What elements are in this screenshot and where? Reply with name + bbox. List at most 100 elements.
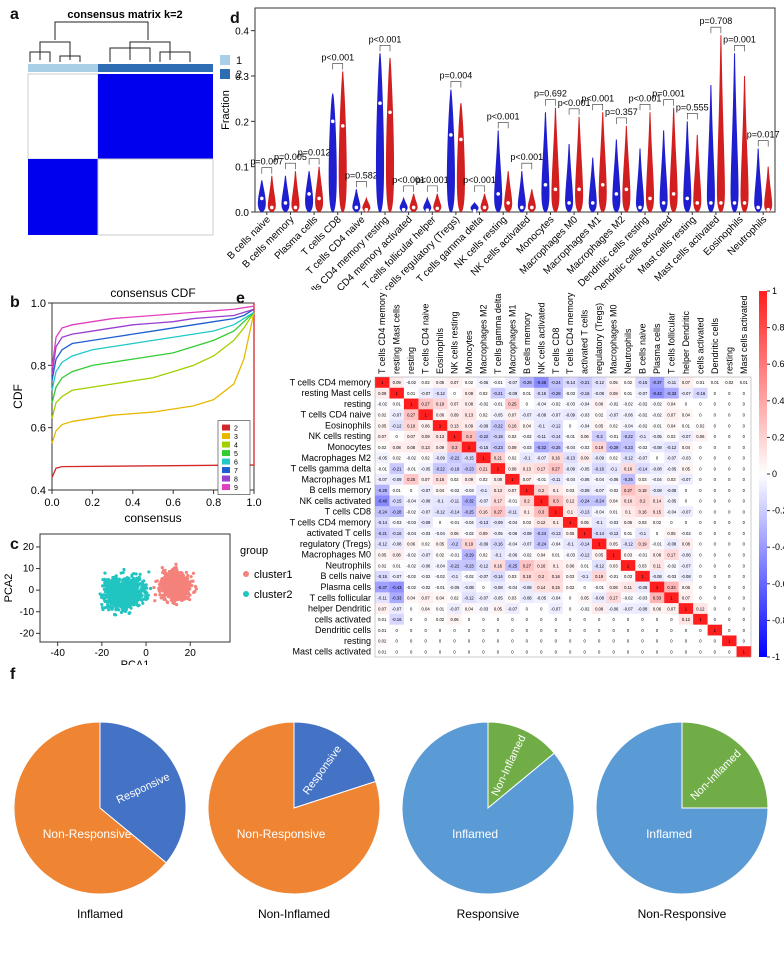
corr-cell-value: 0.11 bbox=[653, 563, 662, 568]
corr-cell-value: 0.06 bbox=[450, 531, 459, 536]
corr-cell-value: -0.15 bbox=[377, 574, 387, 579]
corr-cell bbox=[461, 581, 477, 593]
pca-point-cluster2 bbox=[100, 584, 105, 588]
corr-cell-value: 0 bbox=[685, 402, 688, 407]
violin-blue-median bbox=[496, 192, 500, 196]
pca-point-cluster1 bbox=[186, 573, 190, 578]
corr-cell bbox=[548, 624, 564, 636]
corr-cell-value: -0.06 bbox=[421, 563, 431, 568]
violin-blue bbox=[494, 130, 503, 213]
corr-cell bbox=[606, 452, 622, 464]
cdf-xtick-label: 0.6 bbox=[166, 497, 181, 509]
pca-point-cluster2 bbox=[112, 601, 116, 605]
corr-cell-value: 0 bbox=[424, 639, 427, 644]
pca-ytick-label: 20 bbox=[23, 542, 35, 553]
corr-cell-value: 0 bbox=[482, 585, 485, 590]
violin-red-median bbox=[340, 124, 345, 128]
corr-cell-value: -0.1 bbox=[494, 552, 502, 557]
corr-cell-value: 0.1 bbox=[553, 563, 559, 568]
corr-cell-value: 0 bbox=[728, 456, 731, 461]
corr-cell bbox=[707, 441, 723, 453]
consensus-matrix-title: consensus matrix k=2 bbox=[67, 9, 182, 21]
corr-cell-value: 0.02 bbox=[436, 617, 445, 622]
pca-point-cluster1 bbox=[158, 587, 162, 591]
corr-cell bbox=[490, 430, 506, 442]
pca-point-cluster2 bbox=[117, 601, 121, 605]
corr-cell-value: -0.05 bbox=[537, 596, 547, 601]
corr-cell-value: 0 bbox=[714, 574, 717, 579]
corr-cell-value: 1 bbox=[526, 488, 529, 493]
corr-cell bbox=[432, 581, 448, 593]
corr-cell-value: 0 bbox=[569, 617, 572, 622]
pvalue-label: p=0.357 bbox=[605, 107, 638, 117]
corr-cell-value: -0.02 bbox=[638, 402, 648, 407]
corr-cell-value: 0.01 bbox=[624, 391, 633, 396]
corr-cell-value: -0.02 bbox=[464, 531, 474, 536]
corr-cell bbox=[606, 570, 622, 582]
corr-cell-value: -0.32 bbox=[464, 499, 474, 504]
corr-cell-value: -0.1 bbox=[596, 520, 604, 525]
corr-cell-value: -0.16 bbox=[392, 531, 402, 536]
corr-cell bbox=[635, 538, 650, 550]
violin-red bbox=[291, 171, 300, 213]
pca-point-cluster2 bbox=[124, 580, 128, 584]
corr-cell bbox=[591, 420, 607, 432]
corr-cell bbox=[563, 549, 578, 561]
corr-cell-value: -0.09 bbox=[479, 423, 489, 428]
corr-cell bbox=[736, 463, 752, 475]
corr-cell-value: 0.02 bbox=[479, 391, 488, 396]
pvalue-label: p<0.001 bbox=[369, 34, 402, 44]
cdf-legend-swatch bbox=[222, 475, 230, 482]
corr-cell-value: 0.07 bbox=[682, 596, 691, 601]
pca-point-cluster2 bbox=[125, 575, 129, 580]
corr-cell bbox=[403, 570, 419, 582]
corr-cell-value: 0.03 bbox=[508, 596, 517, 601]
pca-point-cluster1 bbox=[163, 572, 167, 576]
corr-cell-value: 0.18 bbox=[638, 488, 647, 493]
pca-point-cluster2 bbox=[102, 587, 106, 591]
pca-point-cluster2 bbox=[119, 604, 123, 609]
corr-cell-value: 0.16 bbox=[552, 574, 561, 579]
corr-cell-value: 0 bbox=[482, 649, 485, 654]
corr-cell-value: -0.04 bbox=[537, 402, 547, 407]
corr-cell bbox=[591, 517, 607, 528]
corr-cell-value: -0.12 bbox=[623, 456, 633, 461]
corr-cell-value: -0.01 bbox=[508, 499, 518, 504]
corr-cell-value: 0 bbox=[497, 617, 500, 622]
violin-red-median bbox=[766, 207, 770, 212]
pca-point-cluster2 bbox=[134, 578, 138, 582]
corr-cell-value: 0 bbox=[396, 434, 399, 439]
corr-cell bbox=[563, 398, 578, 410]
corr-cell-value: 0.04 bbox=[682, 412, 691, 417]
corr-cell bbox=[403, 603, 419, 615]
corr-cell bbox=[722, 646, 737, 658]
corr-cell bbox=[635, 581, 650, 593]
corr-cell bbox=[664, 549, 679, 561]
corr-cell-value: 0.05 bbox=[494, 606, 503, 611]
violin-blue bbox=[659, 130, 668, 213]
corr-cell bbox=[563, 452, 578, 464]
corr-cell bbox=[418, 506, 434, 518]
corr-cell bbox=[490, 624, 506, 636]
corr-cell-value: -0.1 bbox=[639, 531, 647, 536]
corr-cell bbox=[606, 592, 622, 604]
violin-blue bbox=[305, 171, 314, 213]
corr-cell-value: -0.03 bbox=[479, 606, 489, 611]
legend-label-1: 1 bbox=[236, 55, 243, 67]
corr-cell-value: 0.16 bbox=[494, 563, 503, 568]
violin-red-median bbox=[600, 183, 605, 187]
corr-row-label: T cells CD4 memory bbox=[290, 517, 372, 527]
corr-cell-value: -0.03 bbox=[565, 402, 575, 407]
corr-cell-value: 0 bbox=[641, 639, 644, 644]
corr-cell bbox=[635, 549, 650, 561]
violin-red-median bbox=[317, 196, 321, 201]
corr-cell bbox=[534, 635, 549, 647]
corr-cell bbox=[620, 560, 636, 572]
pca-legend-label: cluster1 bbox=[254, 569, 293, 581]
corr-cell bbox=[534, 538, 549, 550]
pvalue-bracket bbox=[568, 108, 580, 115]
corr-cell-value: 0 bbox=[569, 423, 572, 428]
corr-cell-value: -0.22 bbox=[493, 423, 503, 428]
corr-cell-value: 0 bbox=[396, 628, 399, 633]
corr-cell-value: -0.07 bbox=[551, 606, 561, 611]
